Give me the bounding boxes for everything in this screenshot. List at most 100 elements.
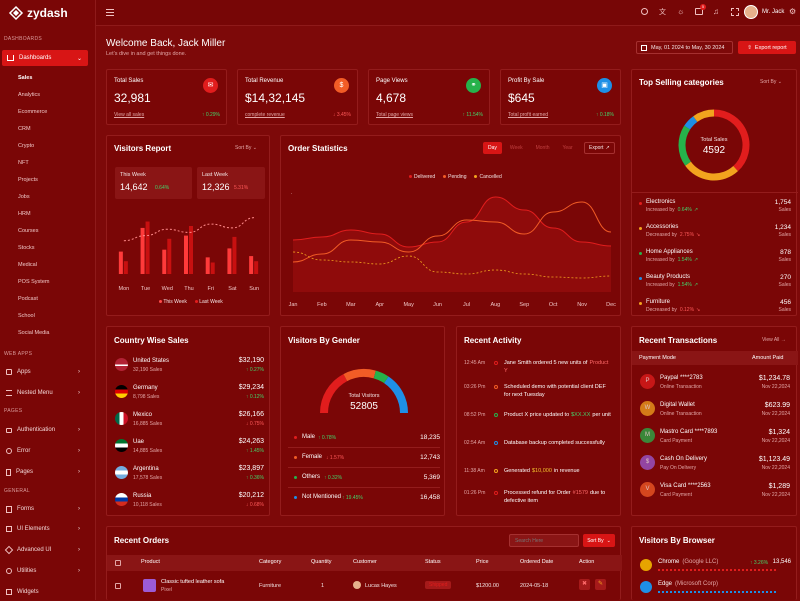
payment-method-icon: P	[640, 374, 655, 389]
transaction-date: Nov 22,2024	[761, 438, 790, 444]
stat-label: This Week	[120, 172, 146, 178]
menu-toggle-icon[interactable]	[106, 9, 114, 16]
sort-by-dropdown[interactable]: Sort By ⌄	[235, 145, 257, 151]
sidebar-subitem-crypto[interactable]: Crypto	[18, 142, 35, 149]
search-icon[interactable]	[641, 8, 648, 15]
column-header-category[interactable]: Category	[259, 559, 282, 565]
transaction-row[interactable]: V Visa Card ****2563 Card Payment $1,289 Nov…	[632, 479, 798, 506]
gear-icon[interactable]: ⚙	[789, 7, 797, 16]
country-change: ↑ 0.12%	[246, 394, 264, 400]
stat-link[interactable]: Total profit earned	[508, 112, 549, 118]
view-all-link[interactable]: View All →	[762, 337, 786, 343]
sidebar-subitem-school[interactable]: School	[18, 312, 35, 319]
search-input[interactable]	[509, 534, 579, 547]
sidebar-item-widgets[interactable]: Widgets	[6, 585, 86, 599]
column-header-quantity[interactable]: Quantity	[311, 559, 332, 565]
sidebar-subitem-stocks[interactable]: Stocks	[18, 244, 35, 251]
sidebar-item-advanced-ui[interactable]: Advanced UI ›	[4, 543, 86, 557]
app-logo[interactable]: zydash	[8, 5, 68, 21]
edit-icon[interactable]: ✎	[595, 579, 606, 590]
table-row[interactable]: Classic tufted leather sofa Pixel Furnit…	[107, 573, 622, 601]
x-tick-label: Oct	[549, 302, 558, 308]
sort-by-button[interactable]: Sort By ⌄	[583, 534, 615, 547]
order-line-chart: . Jan Feb Mar Apr May Jun Jul Aug Sep Oct Nov Dec	[289, 190, 617, 308]
column-header-action[interactable]: Action	[579, 559, 595, 565]
column-header-product[interactable]: Product	[141, 559, 160, 565]
sidebar-subitem-analytics[interactable]: Analytics	[18, 91, 41, 98]
user-name[interactable]: Mr. Jack	[762, 9, 785, 15]
sidebar-subitem-ecommerce[interactable]: Ecommerce	[18, 108, 48, 115]
gender-change: ↑ 0.32%	[324, 475, 342, 481]
activity-item: 12:45 Am Jane Smith ordered 5 new units o…	[457, 355, 622, 379]
sidebar-item-ui-elements[interactable]: UI Elements ›	[6, 522, 86, 536]
sidebar-item-apps[interactable]: Apps ›	[6, 365, 86, 379]
select-all-checkbox[interactable]	[115, 560, 121, 566]
column-header-customer[interactable]: Customer	[353, 559, 377, 565]
theme-toggle-icon[interactable]: ☼	[677, 7, 685, 16]
gender-dot	[294, 476, 297, 479]
sort-by-dropdown[interactable]: Sort By ⌄	[760, 79, 782, 85]
sidebar-subitem-medical[interactable]: Medical	[18, 261, 37, 268]
tab-week[interactable]: Week	[509, 145, 523, 151]
sidebar-item-authentication[interactable]: Authentication ›	[6, 423, 86, 437]
sidebar-item-utilities[interactable]: Utilities ›	[6, 564, 86, 578]
stat-title: Total Sales	[114, 78, 144, 84]
column-header-price[interactable]: Price	[476, 559, 489, 565]
sidebar-subitem-jobs[interactable]: Jobs	[18, 193, 30, 200]
sidebar-item-dashboards[interactable]: Dashboards ⌄	[2, 50, 88, 66]
date-range-picker[interactable]: May, 01 2024 to May, 30 2024	[636, 41, 733, 54]
sidebar-subitem-social-media[interactable]: Social Media	[18, 329, 50, 336]
sidebar-item-nested-menu[interactable]: Nested Menu ›	[6, 386, 86, 400]
sidebar-subitem-courses[interactable]: Courses	[18, 227, 39, 234]
transaction-row[interactable]: M Mastro Card ****7893 Card Payment $1,324 N…	[632, 425, 798, 452]
transaction-row[interactable]: P Paypal ****2783 Online Transaction $1,234…	[632, 371, 798, 398]
sidebar-subitem-pos-system[interactable]: POS System	[18, 278, 50, 285]
timeline-dot	[494, 385, 498, 389]
transaction-date: Nov 22,2024	[761, 465, 790, 471]
sidebar-item-error[interactable]: Error ›	[6, 444, 86, 458]
bell-icon[interactable]: ♫	[713, 7, 719, 16]
top-categories-card: Top Selling categories Sort By ⌄ Total S…	[631, 69, 798, 316]
sidebar-subitem-projects[interactable]: Projects	[18, 176, 38, 183]
sidebar-subitem-crm[interactable]: CRM	[18, 125, 31, 132]
sidebar-subitem-nft[interactable]: NFT	[18, 159, 29, 166]
trend-icon: ↑	[245, 475, 250, 481]
tab-day[interactable]: Day	[483, 142, 502, 154]
tab-month[interactable]: Month	[535, 145, 550, 151]
chevron-right-icon: ›	[78, 369, 80, 375]
column-header-status[interactable]: Status	[425, 559, 441, 565]
translate-icon[interactable]: 文	[659, 9, 666, 16]
transaction-row[interactable]: W Digital Wallet Online Transaction $623.99…	[632, 398, 798, 425]
fullscreen-icon[interactable]	[731, 8, 739, 16]
activity-highlight: Product Y	[504, 360, 609, 374]
stat-link[interactable]: View all sales	[114, 112, 145, 118]
delete-icon[interactable]: ✖	[579, 579, 590, 590]
column-header-ordered-date[interactable]: Ordered Date	[520, 559, 554, 565]
flag-germany-icon	[115, 385, 128, 398]
activity-highlight: $10,000	[532, 468, 552, 474]
stat-link[interactable]: Total page views	[376, 112, 413, 118]
trend-icon: ↓	[332, 112, 337, 118]
export-report-button[interactable]: ⇧ Export report	[738, 41, 796, 54]
cart-icon[interactable]	[695, 8, 703, 15]
sidebar-subitem-sales[interactable]: Sales	[18, 74, 33, 81]
bar-last-week	[123, 261, 128, 274]
status-text: Decreased by	[646, 232, 677, 238]
stat-link[interactable]: complete revenue	[245, 112, 285, 118]
sidebar-item-forms[interactable]: Forms ›	[6, 502, 86, 516]
transaction-row[interactable]: $ Cash On Delivery Pay On Delivery $1,123.4…	[632, 452, 798, 479]
sidebar-subitem-podcast[interactable]: Podcast	[18, 295, 38, 302]
export-button[interactable]: Export ↗	[584, 142, 615, 154]
row-checkbox[interactable]	[115, 583, 121, 589]
wallet-icon: ▣	[597, 78, 612, 93]
transaction-name: Digital Wallet	[660, 402, 695, 408]
change-value: 0.64%	[677, 207, 692, 213]
tab-year[interactable]: Year	[562, 145, 573, 151]
flag-united-states-icon	[115, 358, 128, 371]
sidebar-item-pages[interactable]: Pages ›	[6, 465, 86, 479]
browser-name: Edge (Microsoft Corp)	[658, 581, 718, 587]
sidebar-subitem-hrm[interactable]: HRM	[18, 210, 31, 217]
x-tick-label: Jul	[463, 302, 470, 308]
line-delivered	[292, 196, 612, 248]
avatar[interactable]	[744, 5, 758, 19]
